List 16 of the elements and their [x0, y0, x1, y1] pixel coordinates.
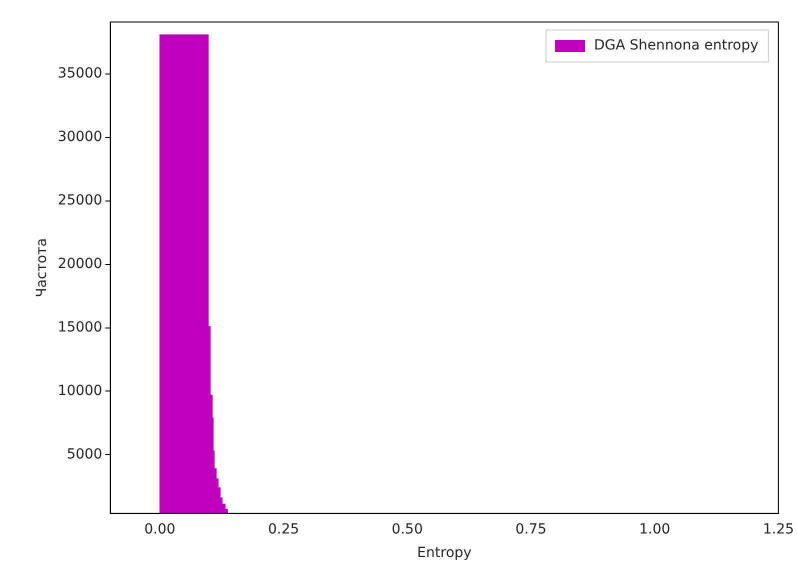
y-tick-label: 5000 — [66, 446, 102, 462]
x-tick-label: 0.25 — [268, 521, 300, 538]
x-tick-label: 1.25 — [762, 521, 794, 538]
y-tick-label: 15000 — [58, 319, 102, 336]
y-axis-title: Частота — [34, 238, 50, 298]
y-tick-label: 35000 — [58, 66, 102, 82]
y-tick-label: 20000 — [58, 256, 102, 272]
x-tick-label: 0.00 — [144, 521, 176, 538]
x-axis-title: Entropy — [417, 545, 472, 562]
y-tick-label: 25000 — [58, 192, 102, 209]
legend-label: DGA Shennona entropy — [594, 38, 758, 54]
x-tick-label: 0.50 — [392, 521, 423, 538]
x-tick-label: 1.00 — [639, 521, 670, 538]
x-tick-label: 0.75 — [515, 521, 547, 538]
y-tick-label: 10000 — [58, 382, 102, 399]
y-tick-label: 30000 — [58, 129, 102, 146]
